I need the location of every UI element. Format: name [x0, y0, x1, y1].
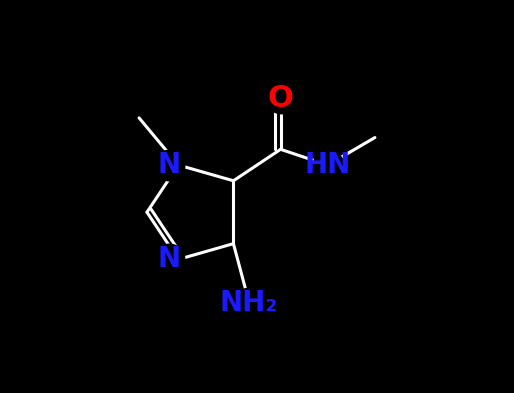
- Text: N: N: [157, 151, 180, 179]
- Text: HN: HN: [305, 151, 351, 179]
- Text: N: N: [157, 245, 180, 274]
- Text: NH₂: NH₂: [220, 288, 278, 317]
- Text: O: O: [268, 84, 293, 113]
